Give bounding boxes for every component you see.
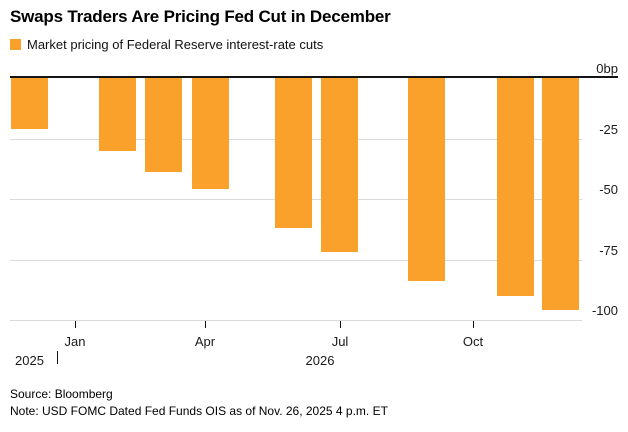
data-bar (10, 78, 48, 129)
zero-baseline (10, 76, 618, 78)
legend-swatch-icon (10, 39, 21, 50)
source-text: Source: Bloomberg (10, 387, 113, 401)
year-label: 2025 (15, 353, 44, 368)
y-axis-label: -75 (599, 242, 618, 258)
y-axis-label: -100 (591, 303, 618, 318)
data-bar (541, 78, 579, 311)
year-label: 2026 (305, 353, 335, 368)
x-axis-label: Apr (194, 334, 216, 349)
data-bar (191, 78, 229, 190)
chart-title: Swaps Traders Are Pricing Fed Cut in Dec… (10, 7, 391, 26)
year-boundary-tick (57, 351, 58, 364)
data-bar (407, 78, 445, 282)
y-gridline (10, 320, 582, 321)
x-axis-tick (205, 321, 206, 328)
data-bar (144, 78, 182, 173)
chart-footer: Source: Bloomberg Note: USD FOMC Dated F… (10, 386, 388, 420)
data-bar (274, 78, 312, 229)
x-axis-tick (473, 321, 474, 328)
y-gridline (10, 259, 582, 261)
x-axis-tick (75, 321, 76, 328)
x-axis-label: Oct (462, 334, 484, 349)
y-axis-label: -50 (599, 182, 618, 197)
y-axis-label: 0bp (596, 61, 618, 76)
x-axis-tick (340, 321, 341, 328)
x-axis-label: Jul (331, 334, 349, 349)
y-axis-label: -25 (599, 121, 618, 137)
data-bar (98, 78, 136, 151)
data-bar (320, 78, 358, 253)
legend-label: Market pricing of Federal Reserve intere… (27, 37, 324, 52)
data-bar (496, 78, 534, 296)
chart-area: 0bp -25 -50 -75 -100 Jan Apr Jul Oct 2025 2026 (10, 61, 618, 375)
x-axis-label: Jan (64, 334, 86, 349)
legend: Market pricing of Federal Reserve intere… (10, 37, 323, 52)
note-text: Note: USD FOMC Dated Fed Funds OIS as of… (10, 404, 388, 418)
